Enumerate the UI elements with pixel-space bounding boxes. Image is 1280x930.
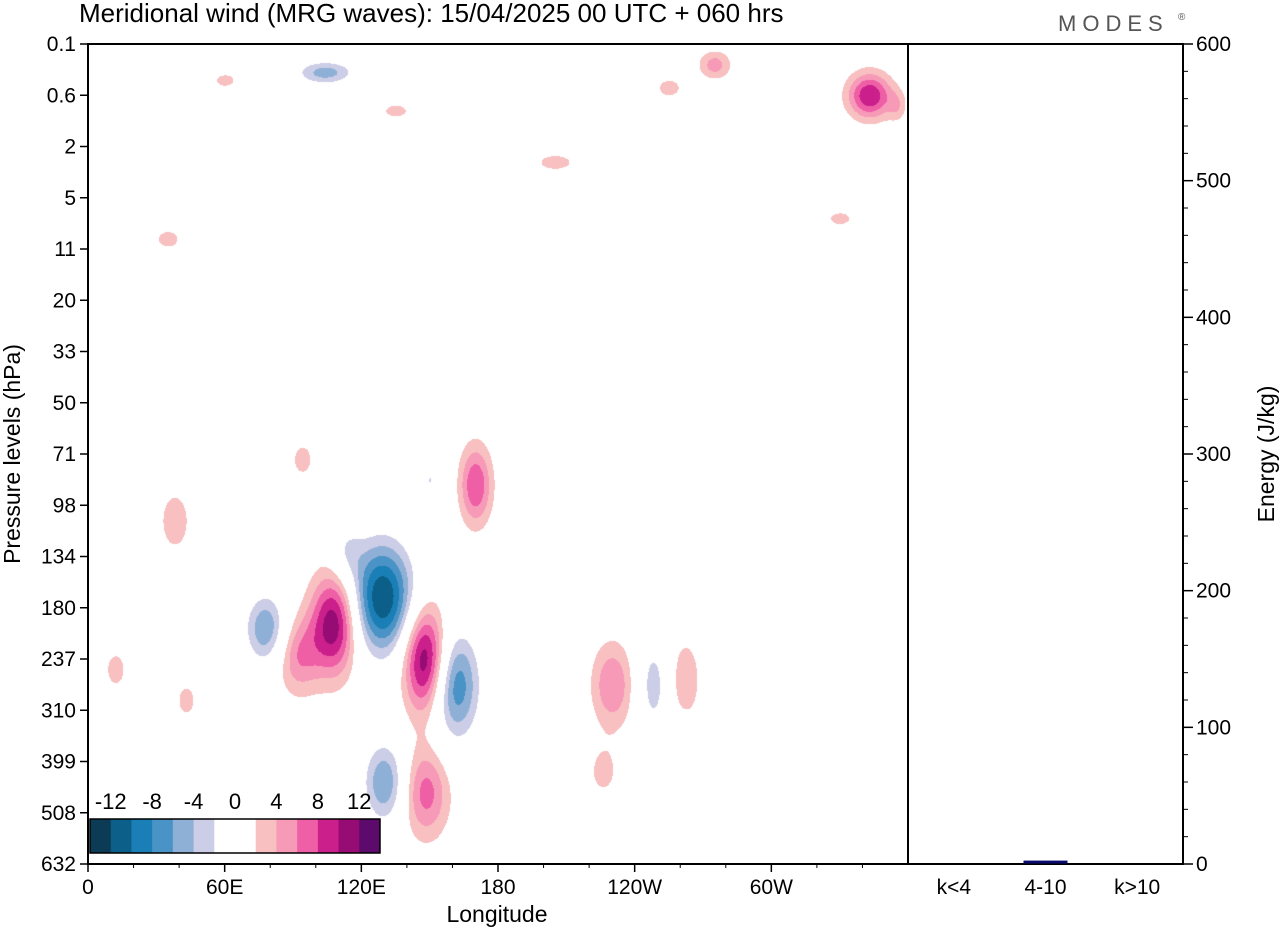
colorbar-label: -12 xyxy=(95,789,127,814)
y-tick-label: 71 xyxy=(53,443,76,466)
energy-bar-chart: 0 100 200 300 400 500 600 k<4 4-10 k>10 xyxy=(907,33,1231,899)
y-tick-label: 0.6 xyxy=(47,84,76,107)
colorbar-swatch xyxy=(214,819,236,853)
y-tick-label: 20 xyxy=(53,289,76,312)
y-tick-label: 310 xyxy=(41,699,76,722)
energy-tick-label: 400 xyxy=(1196,306,1231,329)
y-tick-label: 180 xyxy=(41,597,76,620)
x-tick-label: 120W xyxy=(607,876,662,899)
colorbar: -12 -8 -4 0 4 8 12 xyxy=(89,789,381,854)
brand-mark: ® xyxy=(1178,12,1186,23)
x-tick-label: 60W xyxy=(750,876,793,899)
colorbar-swatch xyxy=(297,819,319,853)
x-tick-label: 60E xyxy=(206,876,243,899)
brand-logo: MODES xyxy=(1058,11,1169,36)
energy-tick-label: 0 xyxy=(1196,853,1208,876)
x-tick-label: 120E xyxy=(337,876,386,899)
colorbar-swatch xyxy=(359,819,381,853)
energy-axis-label: Energy (J/kg) xyxy=(1253,386,1279,523)
colorbar-label: -8 xyxy=(142,789,162,814)
y-tick-label: 5 xyxy=(64,187,76,210)
y-tick-label: 50 xyxy=(53,392,76,415)
bar-plot-frame xyxy=(907,43,1184,865)
energy-tick-label: 100 xyxy=(1196,716,1231,739)
energy-category-label: k>10 xyxy=(1114,876,1160,899)
colorbar-swatch xyxy=(235,819,257,853)
chart-title: Meridional wind (MRG waves): 15/04/2025 … xyxy=(79,0,784,28)
y-tick-label: 0.1 xyxy=(47,33,76,56)
colorbar-frame xyxy=(89,818,381,854)
colorbar-label: -4 xyxy=(184,789,204,814)
colorbar-swatch xyxy=(90,819,112,853)
x-tick-label: 0 xyxy=(82,876,94,899)
energy-tick-label: 500 xyxy=(1196,170,1231,193)
colorbar-swatch xyxy=(317,819,340,853)
heatmap-field xyxy=(88,44,908,864)
y-tick-label: 508 xyxy=(41,802,76,825)
colorbar-label: 4 xyxy=(270,789,282,814)
colorbar-swatch xyxy=(276,819,298,853)
heatmap-image xyxy=(88,44,908,864)
energy-tick-label: 300 xyxy=(1196,443,1231,466)
y-tick-label: 33 xyxy=(53,341,76,364)
axes: 0.1 0.6 2 5 11 20 33 50 71 98 134 180 237 310 399 508 63… xyxy=(41,33,909,899)
energy-tick-label: 200 xyxy=(1196,580,1231,603)
y-tick-label: 399 xyxy=(41,751,76,774)
y-tick-label: 632 xyxy=(41,853,76,876)
energy-bar xyxy=(1023,860,1068,864)
colorbar-swatch xyxy=(338,819,360,853)
energy-tick-label: 600 xyxy=(1196,33,1231,56)
y-tick-label: 11 xyxy=(54,238,76,261)
y-tick-label: 98 xyxy=(53,494,76,517)
colorbar-label: 8 xyxy=(312,789,324,814)
colorbar-swatch xyxy=(110,819,132,853)
energy-category-label: k<4 xyxy=(937,876,972,899)
colorbar-label: 0 xyxy=(229,789,241,814)
y-tick-label: 2 xyxy=(64,136,76,159)
colorbar-swatch xyxy=(193,819,215,853)
colorbar-swatch xyxy=(131,819,153,853)
colorbar-swatch xyxy=(152,819,174,853)
colorbar-swatch xyxy=(255,819,277,853)
y-tick-label: 237 xyxy=(41,648,76,671)
y-tick-label: 134 xyxy=(41,546,76,569)
colorbar-label: 12 xyxy=(347,789,371,814)
x-tick-label: 180 xyxy=(480,876,515,899)
colorbar-swatch xyxy=(172,819,195,853)
energy-category-label: 4-10 xyxy=(1024,876,1066,899)
y-axis-label: Pressure levels (hPa) xyxy=(0,344,25,564)
x-axis-label: Longitude xyxy=(446,901,547,927)
